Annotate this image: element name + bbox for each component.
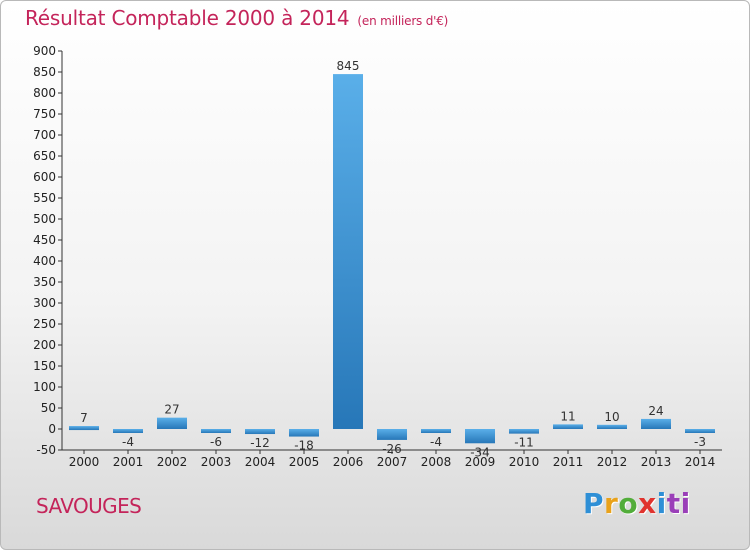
proxiti-logo[interactable]: Proxiti [583,487,691,520]
logo-letter: o [618,487,639,520]
y-tick-label: 850 [33,65,56,79]
bar [377,429,407,440]
logo-letter: x [638,487,657,520]
bar [333,74,363,429]
x-tick-label: 2007 [377,455,408,469]
bar [685,429,715,433]
bar-value-label: 10 [604,410,619,424]
bar [201,429,231,433]
chart-title-text: Résultat Comptable 2000 à 2014 [25,6,350,30]
x-tick-label: 2014 [685,455,716,469]
bar-value-label: -6 [210,435,222,449]
x-tick-label: 2001 [113,455,144,469]
y-tick-label: 100 [33,380,56,394]
y-tick-label: 200 [33,338,56,352]
x-tick-label: 2008 [421,455,452,469]
x-tick-label: 2012 [597,455,628,469]
bar-value-label: 27 [164,403,179,417]
bar-value-label: 7 [80,411,88,425]
bar [553,424,583,429]
x-tick-label: 2011 [553,455,584,469]
y-tick-label: 700 [33,128,56,142]
logo-letter: ti [666,487,691,520]
bar [69,426,99,431]
bar [113,429,143,433]
bar [465,429,495,444]
chart-title: Résultat Comptable 2000 à 2014 (en millie… [25,6,448,30]
bar-value-label: -12 [250,436,270,450]
logo-letter: P [583,487,605,520]
bar-value-label: -4 [430,435,442,449]
y-tick-label: 650 [33,149,56,163]
bar-value-label: -11 [514,436,534,450]
y-tick-label: 900 [33,44,56,58]
x-tick-label: 2003 [201,455,232,469]
chart-unit: (en milliers d'€) [357,14,449,28]
bar [245,429,275,435]
bar [157,417,187,429]
x-tick-label: 2005 [289,455,320,469]
y-tick-label: 0 [48,422,56,436]
y-tick-label: 550 [33,191,56,205]
y-tick-label: 450 [33,233,56,247]
bar [289,429,319,437]
bar [509,429,539,434]
y-tick-label: 500 [33,212,56,226]
x-tick-label: 2002 [157,455,188,469]
bar-value-label: -18 [294,439,314,453]
bar [641,418,671,429]
y-tick-label: 800 [33,86,56,100]
bar-value-label: 11 [560,409,575,423]
commune-name: SAVOUGES [36,494,142,518]
y-tick-label: -50 [36,443,56,457]
bar-value-label: 24 [648,404,663,418]
y-tick-label: 150 [33,359,56,373]
bar [597,424,627,429]
bar-value-label: 845 [337,59,360,73]
y-tick-label: 50 [41,401,56,415]
x-tick-label: 2013 [641,455,672,469]
y-tick-label: 250 [33,317,56,331]
logo-letter: r [604,487,619,520]
bar-value-label: -26 [382,442,402,456]
y-tick-label: 350 [33,275,56,289]
y-tick-label: 400 [33,254,56,268]
x-tick-label: 2010 [509,455,540,469]
bar-value-label: -4 [122,435,134,449]
y-tick-label: 300 [33,296,56,310]
x-tick-label: 2006 [333,455,364,469]
bar [421,429,451,433]
x-tick-label: 2009 [465,455,496,469]
x-tick-label: 2004 [245,455,276,469]
y-tick-label: 600 [33,170,56,184]
x-tick-label: 2000 [69,455,100,469]
y-tick-label: 750 [33,107,56,121]
logo-letter: i [656,487,667,520]
bar-value-label: -3 [694,435,706,449]
